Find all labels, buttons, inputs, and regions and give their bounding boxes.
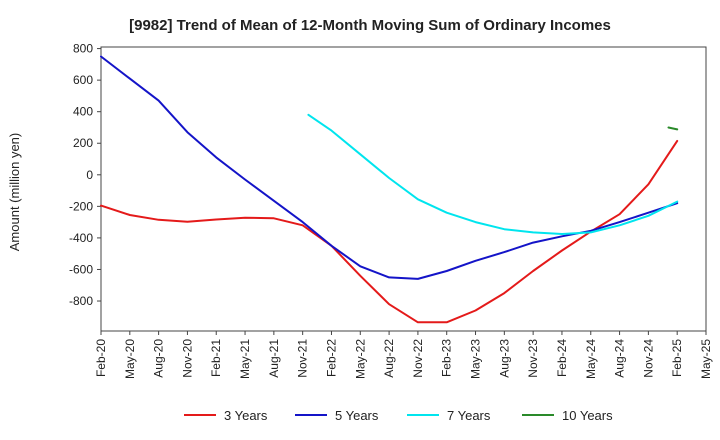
axes bbox=[97, 46, 707, 335]
y-tick-label: 400 bbox=[73, 105, 93, 119]
x-tick-label: Aug-23 bbox=[497, 339, 511, 378]
legend-label: 10 Years bbox=[562, 408, 613, 423]
series-line-7-years bbox=[307, 113, 679, 235]
x-tick-label: May-20 bbox=[123, 339, 137, 379]
x-tick-label: May-21 bbox=[238, 339, 252, 379]
y-axis-label: Amount (million yen) bbox=[7, 133, 22, 252]
x-tick-label: Feb-20 bbox=[94, 339, 108, 377]
tick-labels: Feb-20 May-20 Aug-20 Nov-20 Feb-21 May-21 Aug-… bbox=[69, 42, 713, 379]
x-tick-label: Feb-23 bbox=[440, 339, 454, 377]
y-tick-label: 800 bbox=[73, 42, 93, 56]
series-line-3-years bbox=[100, 139, 679, 324]
x-tick-label: Feb-24 bbox=[555, 339, 569, 377]
y-tick-label: -200 bbox=[69, 199, 93, 213]
x-tick-label: Feb-25 bbox=[670, 339, 684, 377]
x-tick-label: Nov-23 bbox=[526, 339, 540, 378]
y-tick-label: -400 bbox=[69, 231, 93, 245]
y-tick-label: -600 bbox=[69, 262, 93, 276]
x-tick-label: Nov-24 bbox=[641, 339, 655, 378]
x-tick-label: Feb-22 bbox=[324, 339, 338, 377]
x-tick-label: Aug-22 bbox=[382, 339, 396, 378]
series-lines bbox=[100, 55, 679, 324]
series-line-10-years bbox=[667, 126, 679, 131]
y-tick-label: 0 bbox=[86, 168, 93, 182]
x-tick-label: Feb-21 bbox=[209, 339, 223, 377]
legend-label: 5 Years bbox=[335, 408, 379, 423]
legend: 3 Years 5 Years 7 Years 10 Years bbox=[184, 408, 613, 423]
x-tick-label: May-22 bbox=[353, 339, 367, 379]
x-tick-label: Nov-22 bbox=[411, 339, 425, 378]
x-tick-label: May-23 bbox=[469, 339, 483, 379]
x-tick-label: Aug-24 bbox=[613, 339, 627, 378]
x-tick-label: May-25 bbox=[699, 339, 713, 379]
y-tick-label: 200 bbox=[73, 136, 93, 150]
x-tick-label: Nov-20 bbox=[180, 339, 194, 378]
x-tick-label: May-24 bbox=[584, 339, 598, 379]
y-tick-label: 600 bbox=[73, 73, 93, 87]
legend-label: 7 Years bbox=[447, 408, 491, 423]
x-tick-label: Aug-21 bbox=[267, 339, 281, 378]
chart-title: [9982] Trend of Mean of 12-Month Moving … bbox=[129, 17, 611, 34]
y-tick-label: -800 bbox=[69, 294, 93, 308]
x-tick-label: Nov-21 bbox=[296, 339, 310, 378]
x-tick-label: Aug-20 bbox=[152, 339, 166, 378]
legend-label: 3 Years bbox=[224, 408, 268, 423]
